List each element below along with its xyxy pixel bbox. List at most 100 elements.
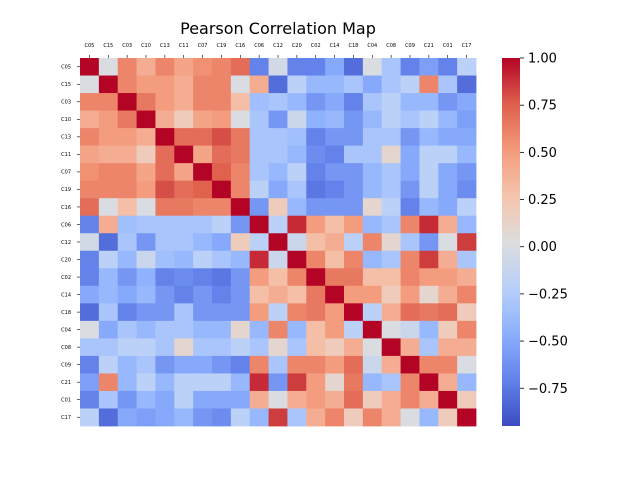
heatmap-cell xyxy=(362,373,383,392)
heatmap-cell xyxy=(325,268,345,287)
heatmap-cell xyxy=(249,163,269,182)
heatmap-cell xyxy=(98,163,119,182)
heatmap-cell xyxy=(249,58,269,76)
heatmap-cell xyxy=(174,163,194,182)
heatmap-cell xyxy=(400,338,420,357)
heatmap-cell xyxy=(136,373,156,392)
heatmap-cell xyxy=(325,180,345,199)
heatmap-cell xyxy=(136,128,156,147)
heatmap-cell xyxy=(230,58,251,76)
heatmap-cell xyxy=(419,215,439,234)
heatmap-cell xyxy=(287,233,307,252)
heatmap-cell xyxy=(212,110,232,129)
heatmap-cell xyxy=(249,215,269,234)
heatmap-cell xyxy=(381,285,401,304)
heatmap-cell xyxy=(98,110,119,129)
heatmap-cell xyxy=(98,58,119,76)
colorbar-ticks: 1.00 0.75 0.50 0.25 0.00 −0.25 −0.50 −0.75 xyxy=(520,52,568,397)
heatmap-cell xyxy=(98,180,119,199)
colorbar-gradient xyxy=(502,58,520,426)
heatmap-cell xyxy=(249,268,269,287)
colorbar-tick-label: −0.25 xyxy=(528,287,568,302)
heatmap-cell xyxy=(325,250,345,269)
heatmap-cell xyxy=(136,145,156,164)
heatmap-cell xyxy=(381,320,401,339)
y-tick-label: C14 xyxy=(61,292,71,298)
heatmap-cell xyxy=(344,303,364,322)
heatmap-cell xyxy=(212,373,232,392)
heatmap-cell xyxy=(268,58,288,76)
heatmap-cell xyxy=(438,303,458,322)
heatmap-cell xyxy=(362,285,383,304)
heatmap-cell xyxy=(419,268,439,287)
heatmap-cell xyxy=(230,145,251,164)
heatmap-cell xyxy=(287,320,307,339)
heatmap-cell xyxy=(117,163,137,182)
heatmap-cell xyxy=(249,320,269,339)
heatmap-cell xyxy=(268,128,288,147)
heatmap-cell xyxy=(306,110,326,129)
colorbar-tick-label: 0.25 xyxy=(528,193,557,208)
heatmap-cell xyxy=(306,198,326,217)
heatmap-cell xyxy=(174,110,194,129)
heatmap-cell xyxy=(155,128,175,147)
heatmap-cell xyxy=(193,180,213,199)
heatmap-cell xyxy=(419,75,439,94)
heatmap-cell xyxy=(174,128,194,147)
heatmap-cell xyxy=(249,180,269,199)
heatmap-cell xyxy=(400,93,420,111)
heatmap-cell xyxy=(212,285,232,304)
heatmap-cell xyxy=(438,58,458,76)
heatmap-cell xyxy=(457,408,477,427)
heatmap-cell xyxy=(117,355,137,374)
heatmap-cell xyxy=(287,390,307,409)
heatmap-cell xyxy=(438,390,458,409)
heatmap-cell xyxy=(268,285,288,304)
heatmap-cell xyxy=(80,215,100,234)
heatmap-cell xyxy=(362,145,383,164)
heatmap-cell xyxy=(268,373,288,392)
heatmap-cell xyxy=(381,93,401,111)
x-tick-label: C05 xyxy=(85,43,95,49)
heatmap-cell xyxy=(306,145,326,164)
heatmap-cell xyxy=(193,355,213,374)
heatmap-cell xyxy=(249,93,269,111)
heatmap-cell xyxy=(419,408,439,427)
heatmap-cell xyxy=(362,128,383,147)
heatmap-cell xyxy=(193,233,213,252)
heatmap-cell xyxy=(381,303,401,322)
heatmap-cell xyxy=(362,355,383,374)
heatmap-cell xyxy=(212,303,232,322)
heatmap-cell xyxy=(230,390,251,409)
heatmap-cell xyxy=(136,93,156,111)
heatmap-cell xyxy=(381,268,401,287)
heatmap-cell xyxy=(136,215,156,234)
heatmap-cell xyxy=(174,180,194,199)
y-tick-label: C04 xyxy=(61,327,71,333)
heatmap-cell xyxy=(400,215,420,234)
x-tick-label: C03 xyxy=(122,43,132,49)
heatmap-cell xyxy=(117,268,137,287)
heatmap-cell xyxy=(419,233,439,252)
heatmap-cell xyxy=(457,233,477,252)
heatmap-cell xyxy=(381,233,401,252)
heatmap-cell xyxy=(98,198,119,217)
heatmap-cell xyxy=(212,145,232,164)
heatmap-cell xyxy=(287,198,307,217)
heatmap-cell xyxy=(155,303,175,322)
heatmap-cell xyxy=(230,110,251,129)
heatmap-cell xyxy=(268,250,288,269)
heatmap-cell xyxy=(400,110,420,129)
heatmap-cell xyxy=(344,373,364,392)
heatmap-cell xyxy=(230,233,251,252)
heatmap-cell xyxy=(306,233,326,252)
heatmap-cell xyxy=(98,408,119,427)
heatmap-cell xyxy=(306,338,326,357)
y-tick-label: C20 xyxy=(61,257,71,263)
y-tick-label: C15 xyxy=(61,82,71,88)
heatmap-cell xyxy=(155,320,175,339)
heatmap-cell xyxy=(457,93,477,111)
heatmap-cell xyxy=(438,285,458,304)
heatmap-cell xyxy=(193,268,213,287)
